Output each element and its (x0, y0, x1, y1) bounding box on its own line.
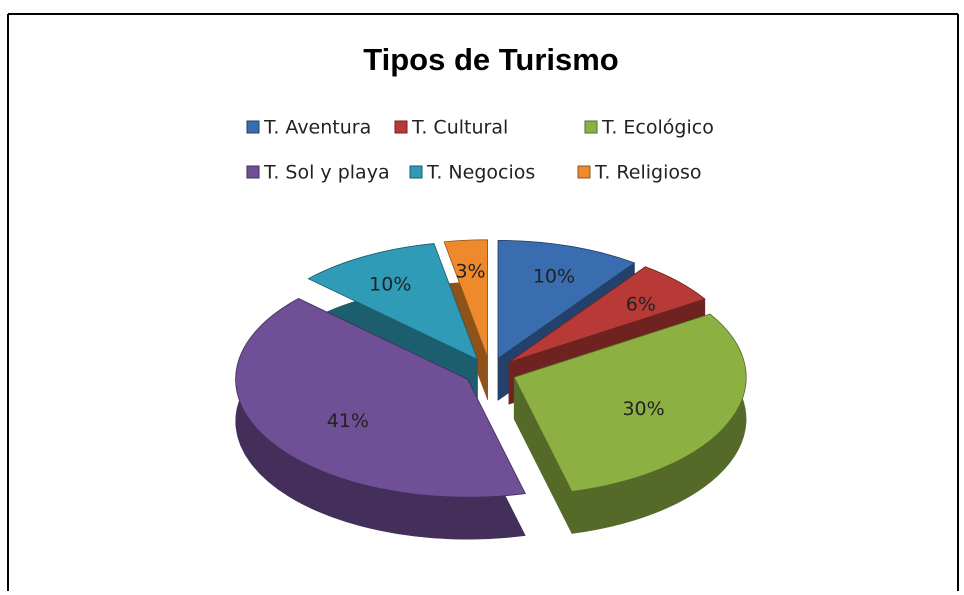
legend-swatch (409, 165, 423, 179)
data-label: 41% (327, 410, 369, 432)
legend-swatch (394, 120, 408, 134)
legend-swatch (577, 165, 591, 179)
legend-label: T. Cultural (411, 117, 508, 139)
data-label: 30% (622, 398, 664, 420)
slice (508, 266, 706, 363)
legend-swatch (246, 165, 260, 179)
chart-title: Tipos de Turismo (363, 42, 619, 77)
legend-swatch (584, 120, 598, 134)
slice (235, 298, 526, 498)
legend-label: T. Religioso (594, 162, 702, 184)
legend-label: T. Sol y playa (263, 162, 390, 184)
legend-swatch (246, 120, 260, 134)
legend-label: T. Ecológico (601, 117, 714, 139)
data-label: 10% (533, 265, 575, 287)
data-label: 3% (455, 261, 485, 283)
legend-label: T. Aventura (263, 117, 371, 139)
data-label: 6% (626, 294, 656, 316)
slice (497, 239, 636, 360)
slice (513, 313, 747, 492)
legend-label: T. Negocios (426, 162, 535, 184)
data-label: 10% (369, 273, 411, 295)
slice (307, 243, 479, 361)
slice (443, 239, 488, 358)
